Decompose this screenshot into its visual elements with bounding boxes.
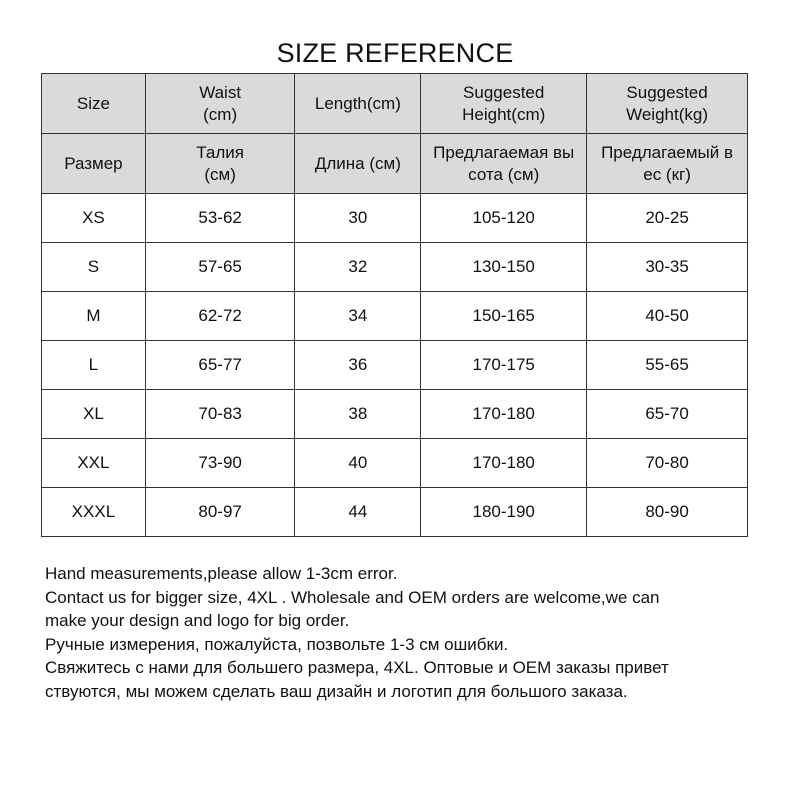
table-cell: XL: [41, 389, 146, 439]
table-cell: 70-80: [586, 438, 748, 488]
header-line: Size: [76, 93, 110, 113]
table-cell: 180-190: [420, 487, 588, 537]
header-line: Weight(kg): [626, 104, 708, 124]
table-cell: 55-65: [586, 340, 748, 390]
size-table: Size Waist (cm) Length(cm) Suggested Height(c…: [41, 73, 748, 537]
header-line: Suggested: [463, 82, 545, 102]
table-cell: M: [41, 291, 146, 341]
table-cell: 36: [294, 340, 422, 390]
table-cell: XXXL: [41, 487, 146, 537]
header-line: Длина (см): [314, 153, 401, 173]
header-cell: Suggested Height(cm): [420, 73, 588, 134]
header-line: Height(cm): [462, 104, 546, 124]
table-cell: 105-120: [420, 193, 588, 243]
header-row-english: Size Waist (cm) Length(cm) Suggested Height(c…: [41, 73, 748, 134]
table-cell: 170-175: [420, 340, 588, 390]
header-line: Предлагаемая вы: [433, 142, 575, 162]
table-cell: 57-65: [144, 242, 296, 292]
table-cell: XS: [41, 193, 146, 243]
header-cell: Length(cm): [294, 73, 422, 134]
note-line: Ручные измерения, пожалуйста, позвольте …: [45, 634, 509, 654]
table-cell: 170-180: [420, 389, 588, 439]
table-cell: 80-90: [586, 487, 748, 537]
header-cell: Размер: [41, 133, 146, 194]
page-title: SIZE REFERENCE: [276, 38, 514, 68]
table-cell: 40-50: [586, 291, 748, 341]
table-cell: 130-150: [420, 242, 588, 292]
note-line: ствуются, мы можем сделать ваш дизайн и …: [45, 681, 628, 701]
header-cell: Длина (см): [294, 133, 422, 194]
header-line: сота (см): [468, 164, 540, 184]
table-cell: XXL: [41, 438, 146, 488]
note-line: Hand measurements,please allow 1-3cm err…: [45, 564, 398, 583]
table-row: M 62-72 34 150-165 40-50: [41, 291, 748, 341]
table-cell: 53-62: [144, 193, 296, 243]
header-line: (cm): [203, 104, 238, 124]
table-cell: 40: [294, 438, 422, 488]
header-cell: Size: [41, 73, 146, 134]
table-cell: 34: [294, 291, 422, 341]
table-cell: 80-97: [144, 487, 296, 537]
table-cell: 30: [294, 193, 422, 243]
table-cell: L: [41, 340, 146, 390]
table-row: XS 53-62 30 105-120 20-25: [41, 193, 748, 243]
table-cell: S: [41, 242, 146, 292]
table-cell: 150-165: [420, 291, 588, 341]
header-line: ес (кг): [643, 164, 691, 184]
header-cell: Предлагаемый в ес (кг): [586, 133, 748, 194]
header-line: Waist: [199, 82, 242, 102]
table-cell: 65-77: [144, 340, 296, 390]
table-row: XXXL 80-97 44 180-190 80-90: [41, 487, 748, 537]
note-line: Свяжитесь с нами для большего размера, 4…: [45, 658, 669, 678]
table-cell: 44: [294, 487, 422, 537]
header-line: (см): [204, 164, 236, 184]
note-line: make your design and logo for big order.: [45, 611, 350, 631]
table-cell: 30-35: [586, 242, 748, 292]
table-cell: 170-180: [420, 438, 588, 488]
table-row: S 57-65 32 130-150 30-35: [41, 242, 748, 292]
table-cell: 73-90: [144, 438, 296, 488]
table-cell: 70-83: [144, 389, 296, 439]
header-line: Length(cm): [314, 93, 401, 113]
table-row: XXL 73-90 40 170-180 70-80: [41, 438, 748, 488]
header-line: Талия: [196, 142, 244, 162]
table-cell: 20-25: [586, 193, 748, 243]
notes: Hand measurements,please allow 1-3cm err…: [45, 562, 785, 704]
note-line: Contact us for bigger size, 4XL . Wholes…: [45, 587, 660, 607]
table-cell: 62-72: [144, 291, 296, 341]
header-line: Размер: [64, 153, 123, 173]
table-cell: 65-70: [586, 389, 748, 439]
table-cell: 38: [294, 389, 422, 439]
header-line: Suggested: [626, 82, 708, 102]
table-row: XL 70-83 38 170-180 65-70: [41, 389, 748, 439]
header-cell: Талия (см): [144, 133, 296, 194]
header-cell: Waist (cm): [144, 73, 296, 134]
header-line: Предлагаемый в: [601, 142, 734, 162]
header-row-russian: Размер Талия (см) Длина (см) Предлагаемая вы…: [41, 133, 748, 194]
table-row: L 65-77 36 170-175 55-65: [41, 340, 748, 390]
table-cell: 32: [294, 242, 422, 292]
header-cell: Предлагаемая вы сота (см): [420, 133, 588, 194]
header-cell: Suggested Weight(kg): [586, 73, 748, 134]
